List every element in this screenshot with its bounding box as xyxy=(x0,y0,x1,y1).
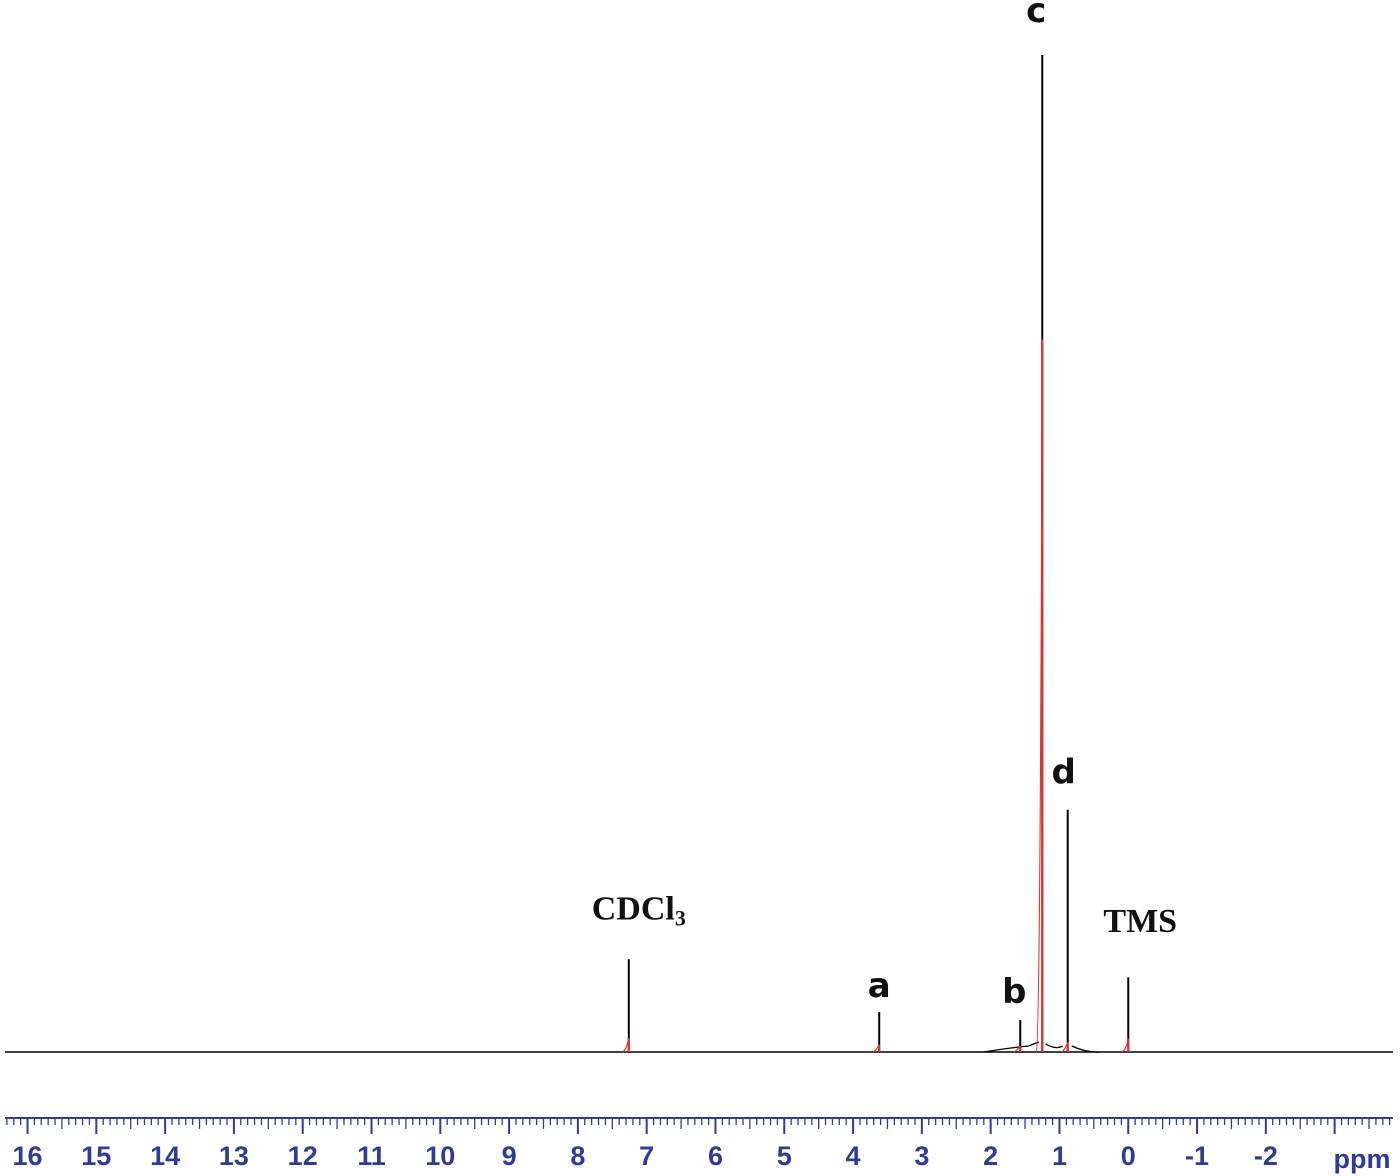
peak-label-cdcl3: CDCl3 xyxy=(592,890,686,930)
tick-label: 11 xyxy=(357,1141,386,1171)
tick-label: 5 xyxy=(777,1141,792,1171)
tick-label: 0 xyxy=(1121,1141,1136,1171)
peak-label-d: d xyxy=(1052,753,1076,793)
tick-label: 4 xyxy=(846,1141,861,1171)
spectrum-shoulder xyxy=(983,1041,1101,1053)
tick-label: 9 xyxy=(502,1141,517,1171)
integral-layer xyxy=(622,339,1130,1053)
integral-curve-cdcl3 xyxy=(622,1037,630,1053)
integral-curve-c xyxy=(1035,339,1043,1053)
peak-label-layer: CDCl3 a b c d TMS xyxy=(592,0,1177,1012)
integral-curve-a xyxy=(872,1044,880,1053)
integral-curve-b xyxy=(1013,1045,1021,1053)
spectrum-layer xyxy=(5,55,1393,1053)
tick-label: 10 xyxy=(425,1141,455,1171)
tick-label: 12 xyxy=(288,1141,318,1171)
integral-curve-tms xyxy=(1121,1038,1129,1053)
peak-label-tms: TMS xyxy=(1103,903,1177,940)
tick-label: 14 xyxy=(150,1141,180,1171)
tick-label: 6 xyxy=(708,1141,723,1171)
tick-label: 7 xyxy=(639,1141,654,1171)
tick-label: 16 xyxy=(12,1141,42,1171)
peak-label-b: b xyxy=(1002,972,1026,1012)
tick-label: 1 xyxy=(1052,1141,1067,1171)
x-axis: 16 15 14 13 12 11 10 9 8 7 6 5 4 3 2 1 0 -1 -2 ppm xyxy=(5,1117,1393,1174)
peak-label-a: a xyxy=(868,966,891,1006)
peak-label-c: c xyxy=(1026,0,1046,31)
tick-label: 2 xyxy=(983,1141,998,1171)
tick-label: 3 xyxy=(914,1141,929,1171)
tick-label: -1 xyxy=(1185,1141,1209,1171)
x-unit-label: ppm xyxy=(1334,1144,1391,1174)
tick-label: 15 xyxy=(81,1141,111,1171)
tick-label: 8 xyxy=(570,1141,585,1171)
tick-label: -2 xyxy=(1254,1141,1278,1171)
tick-label: 13 xyxy=(219,1141,249,1171)
integral-curve-d xyxy=(1061,1041,1069,1053)
